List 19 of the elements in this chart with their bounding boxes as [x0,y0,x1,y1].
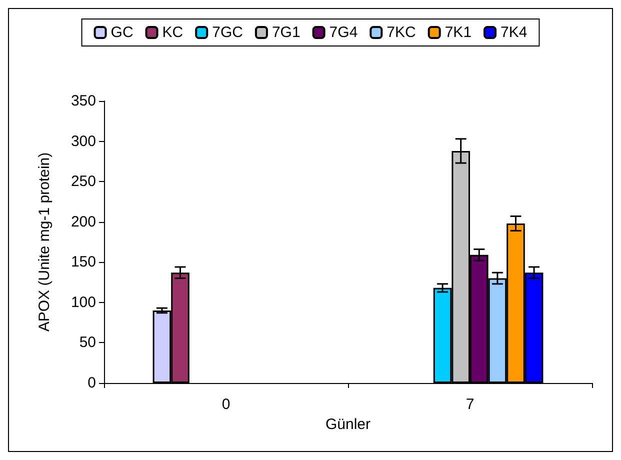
legend-label: 7K1 [444,24,472,41]
y-tick-label: 50 [79,334,96,352]
y-tick-label: 150 [70,254,96,271]
y-tick-label: 100 [70,294,96,311]
y-tick-label: 200 [70,213,96,230]
x-tick-label: 7 [466,396,474,413]
y-tick-label: 0 [88,374,96,392]
y-tick-label: 250 [70,173,96,190]
legend-label: 7G1 [272,24,300,41]
y-axis-title: APOX (Unite mg-1 protein) [36,152,53,332]
x-axis-title: Günler [325,416,371,433]
legend-label: KC [162,24,184,41]
legend-label: GC [110,24,134,41]
legend-label: 7GC [212,24,244,41]
y-tick-label: 300 [70,132,96,150]
legend-label: 7K4 [500,24,528,41]
y-tick-label: 350 [70,92,96,110]
legend-label: 7G4 [329,24,358,41]
legend-label: 7KC [386,24,416,41]
